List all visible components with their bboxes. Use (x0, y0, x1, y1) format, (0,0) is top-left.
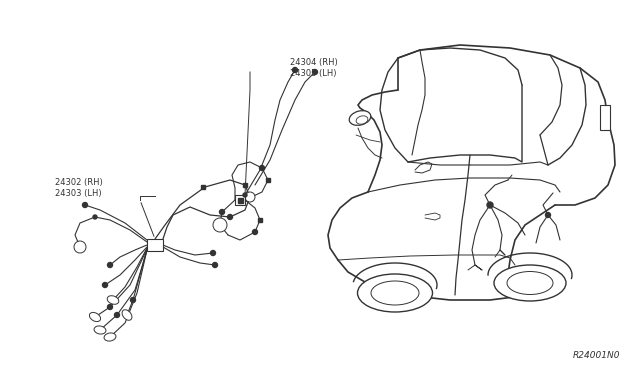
Circle shape (227, 215, 232, 219)
Ellipse shape (358, 274, 433, 312)
Circle shape (108, 263, 113, 267)
Circle shape (292, 67, 298, 73)
Circle shape (212, 263, 218, 267)
Ellipse shape (94, 326, 106, 334)
Ellipse shape (122, 310, 132, 320)
Ellipse shape (356, 116, 368, 124)
Bar (237, 198, 243, 202)
Circle shape (131, 298, 136, 302)
Circle shape (83, 202, 88, 208)
Circle shape (487, 202, 493, 208)
Bar (600, 105, 610, 130)
Ellipse shape (104, 333, 116, 341)
Circle shape (243, 193, 247, 197)
Bar (258, 218, 262, 222)
Circle shape (74, 241, 86, 253)
Circle shape (312, 70, 317, 74)
Ellipse shape (371, 281, 419, 305)
Circle shape (211, 250, 216, 256)
Bar (266, 178, 270, 182)
Circle shape (115, 312, 120, 317)
Text: 24302 (RH): 24302 (RH) (55, 178, 103, 187)
Bar (243, 183, 247, 187)
Text: 24305 (LH): 24305 (LH) (290, 69, 337, 78)
Text: R24001N0: R24001N0 (573, 351, 620, 360)
Text: 24304 (RH): 24304 (RH) (290, 58, 338, 67)
Circle shape (220, 209, 225, 215)
Ellipse shape (507, 272, 553, 295)
Circle shape (259, 166, 264, 170)
Text: 24303 (LH): 24303 (LH) (55, 189, 102, 198)
Circle shape (108, 305, 113, 310)
Bar (235, 195, 245, 205)
Ellipse shape (494, 265, 566, 301)
Circle shape (102, 282, 108, 288)
Circle shape (245, 192, 255, 202)
Ellipse shape (349, 110, 371, 125)
Circle shape (213, 218, 227, 232)
Ellipse shape (90, 312, 100, 321)
Bar (147, 239, 163, 251)
Bar (201, 185, 205, 189)
Ellipse shape (107, 296, 119, 304)
Circle shape (93, 215, 97, 219)
Circle shape (545, 212, 550, 218)
Circle shape (253, 230, 257, 234)
